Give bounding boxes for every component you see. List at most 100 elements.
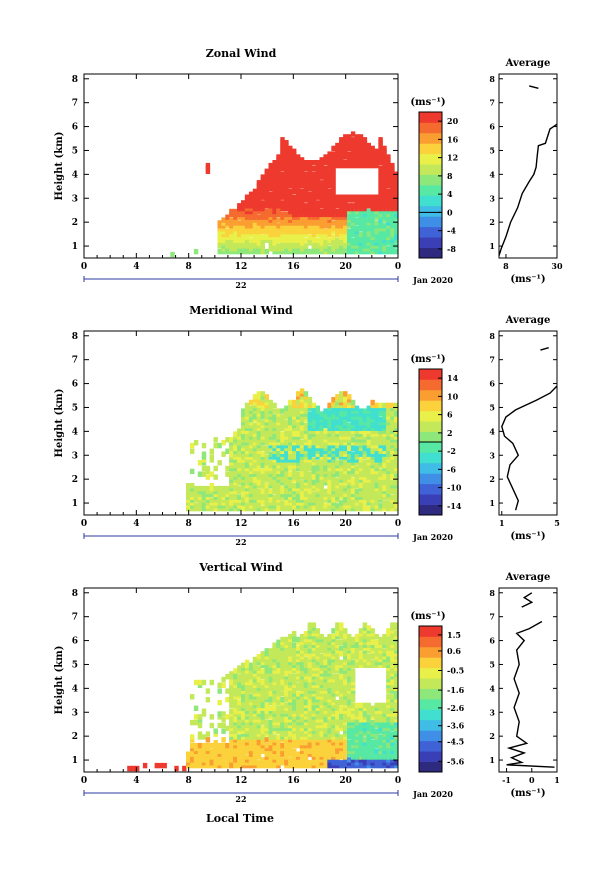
heatmap-cell bbox=[205, 762, 211, 769]
heatmap-cell bbox=[299, 645, 305, 651]
heatmap-cell bbox=[307, 691, 313, 697]
heatmap-cell bbox=[378, 722, 383, 729]
heatmap-cell bbox=[347, 728, 352, 734]
heatmap-cell bbox=[358, 719, 364, 726]
heatmap-cell bbox=[370, 408, 375, 414]
heatmap-cell bbox=[343, 200, 348, 206]
heatmap-cell bbox=[190, 497, 195, 503]
heatmap-cell bbox=[264, 185, 269, 192]
heatmap-cell bbox=[284, 440, 289, 446]
heatmap-cell bbox=[229, 708, 234, 714]
heatmap-cell bbox=[307, 165, 313, 172]
heatmap-cell bbox=[276, 688, 281, 694]
heatmap-cell bbox=[331, 494, 336, 500]
heatmap-cell bbox=[331, 742, 336, 749]
heatmap-cell bbox=[315, 168, 320, 174]
heatmap-cell bbox=[268, 754, 273, 760]
heatmap-cell bbox=[209, 500, 214, 506]
heatmap-cell bbox=[276, 679, 281, 686]
heatmap-cell bbox=[311, 203, 317, 209]
heatmap-cell bbox=[339, 711, 344, 717]
heatmap-cell bbox=[311, 462, 317, 469]
heatmap-cell bbox=[296, 697, 301, 703]
heatmap-cell bbox=[241, 471, 246, 477]
heatmap-cell bbox=[331, 737, 336, 743]
heatmap-cell bbox=[288, 691, 293, 697]
heatmap-cell bbox=[205, 474, 211, 480]
heatmap-cell bbox=[358, 494, 364, 500]
heatmap-cell bbox=[190, 488, 195, 495]
heatmap-cell bbox=[264, 226, 269, 232]
heatmap-cell bbox=[237, 674, 242, 680]
heatmap-cell bbox=[327, 725, 332, 732]
heatmap-cell bbox=[315, 460, 320, 466]
heatmap-cell bbox=[299, 162, 305, 169]
heatmap-cell bbox=[233, 440, 238, 446]
heatmap-cell bbox=[350, 676, 356, 683]
heatmap-cell bbox=[303, 636, 309, 643]
heatmap-cell bbox=[315, 682, 320, 688]
heatmap-cell bbox=[292, 205, 297, 212]
heatmap-cell bbox=[319, 422, 324, 429]
heatmap-cell bbox=[296, 157, 301, 163]
heatmap-cell bbox=[303, 699, 309, 706]
heatmap-cell bbox=[350, 737, 356, 743]
heatmap-cell bbox=[339, 494, 344, 500]
heatmap-cell bbox=[237, 240, 242, 246]
heatmap-cell bbox=[252, 659, 258, 666]
heatmap-cell bbox=[319, 188, 324, 195]
heatmap-cell bbox=[264, 194, 269, 200]
heatmap-cell bbox=[386, 231, 391, 238]
profile-frame bbox=[498, 330, 558, 516]
heatmap-cell bbox=[221, 223, 226, 229]
heatmap-cell bbox=[350, 685, 356, 691]
heatmap-cell bbox=[292, 656, 297, 663]
heatmap-cell bbox=[331, 177, 336, 183]
heatmap-cell bbox=[339, 671, 344, 677]
heatmap-cell bbox=[288, 208, 293, 215]
heatmap-cell bbox=[280, 691, 285, 697]
heatmap-cell bbox=[299, 636, 305, 643]
heatmap-cell bbox=[186, 760, 191, 766]
heatmap-cell bbox=[386, 208, 391, 215]
heatmap-cell bbox=[339, 676, 344, 683]
heatmap-cell bbox=[303, 417, 309, 423]
heatmap-cell bbox=[331, 717, 336, 723]
heatmap-cell bbox=[331, 168, 336, 174]
heatmap-cell bbox=[382, 191, 387, 197]
heatmap-cell bbox=[299, 394, 305, 400]
heatmap-cell bbox=[331, 194, 336, 200]
heatmap-cell bbox=[378, 480, 383, 486]
heatmap-cell bbox=[390, 751, 395, 757]
heatmap-cell bbox=[292, 751, 297, 757]
heatmap-cell bbox=[358, 203, 364, 209]
heatmap-cell bbox=[244, 451, 250, 457]
heatmap-cell bbox=[347, 699, 352, 706]
heatmap-cell bbox=[366, 474, 371, 480]
heatmap-cell bbox=[366, 494, 371, 500]
heatmap-cell bbox=[343, 500, 348, 506]
heatmap-cell bbox=[331, 711, 336, 717]
heatmap-cell bbox=[319, 685, 324, 691]
heatmap-cell bbox=[319, 165, 324, 172]
heatmap-cell bbox=[311, 474, 317, 480]
heatmap-cell bbox=[197, 497, 203, 503]
heatmap-cell bbox=[331, 243, 336, 249]
heatmap-cell bbox=[248, 422, 254, 429]
heatmap-cell bbox=[292, 168, 297, 174]
heatmap-cell bbox=[225, 754, 230, 760]
heatmap-cell bbox=[296, 154, 301, 160]
heatmap-cell bbox=[335, 674, 340, 680]
heatmap-cell bbox=[276, 223, 281, 229]
heatmap-cell bbox=[347, 240, 352, 246]
heatmap-cell bbox=[347, 483, 352, 489]
heatmap-cell bbox=[276, 180, 281, 186]
heatmap-cell bbox=[374, 760, 379, 766]
heatmap-cell bbox=[323, 468, 328, 475]
heatmap-cell bbox=[362, 714, 368, 720]
heatmap-cell bbox=[382, 757, 387, 763]
heatmap-cell bbox=[335, 226, 340, 232]
heatmap-cell bbox=[382, 197, 387, 203]
heatmap-cell bbox=[193, 679, 199, 686]
